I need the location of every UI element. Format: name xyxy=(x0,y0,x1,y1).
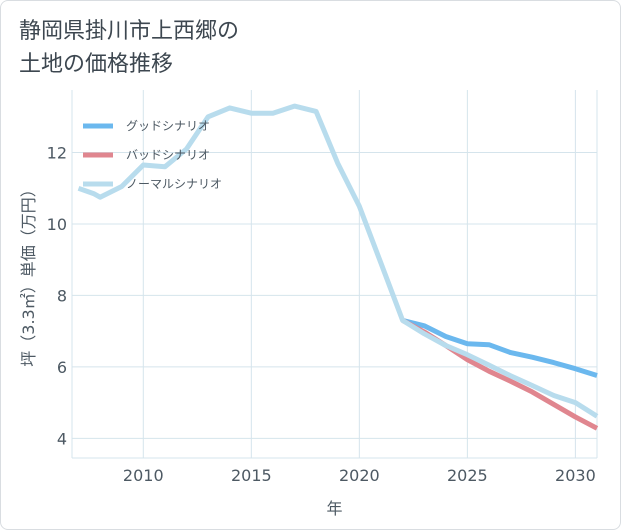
legend-label-2: ノーマルシナリオ xyxy=(126,177,222,191)
series-lines xyxy=(77,103,599,431)
chart-title: 静岡県掛川市上西郷の 土地の価格推移 xyxy=(19,15,339,81)
y-tick-label: 4 xyxy=(57,429,67,448)
x-tick-label: 2015 xyxy=(231,466,272,485)
x-axis-label: 年 xyxy=(326,499,342,518)
series-line-2 xyxy=(77,103,599,419)
y-tick-label: 8 xyxy=(57,286,67,305)
y-tick-label: 10 xyxy=(47,215,67,234)
x-tick-label: 2020 xyxy=(339,466,380,485)
x-tick-label: 2010 xyxy=(123,466,164,485)
legend-label-0: グッドシナリオ xyxy=(126,119,210,133)
x-tick-label: 2030 xyxy=(555,466,596,485)
legend-label-1: バッドシナリオ xyxy=(126,148,210,162)
chart-title-line-2: 土地の価格推移 xyxy=(19,52,174,77)
grid-lines xyxy=(71,90,598,459)
y-axis-label: 坪（3.3㎡）単価（万円） xyxy=(19,181,38,366)
series-line-0 xyxy=(401,317,598,378)
x-tick-label: 2025 xyxy=(447,466,488,485)
chart-title-line-1: 静岡県掛川市上西郷の xyxy=(19,19,240,44)
y-tick-label: 6 xyxy=(57,358,67,377)
y-tick-label: 12 xyxy=(47,144,67,163)
tick-labels: 2010 2015 2020 2025 2030 4 6 8 10 12 xyxy=(47,144,596,485)
